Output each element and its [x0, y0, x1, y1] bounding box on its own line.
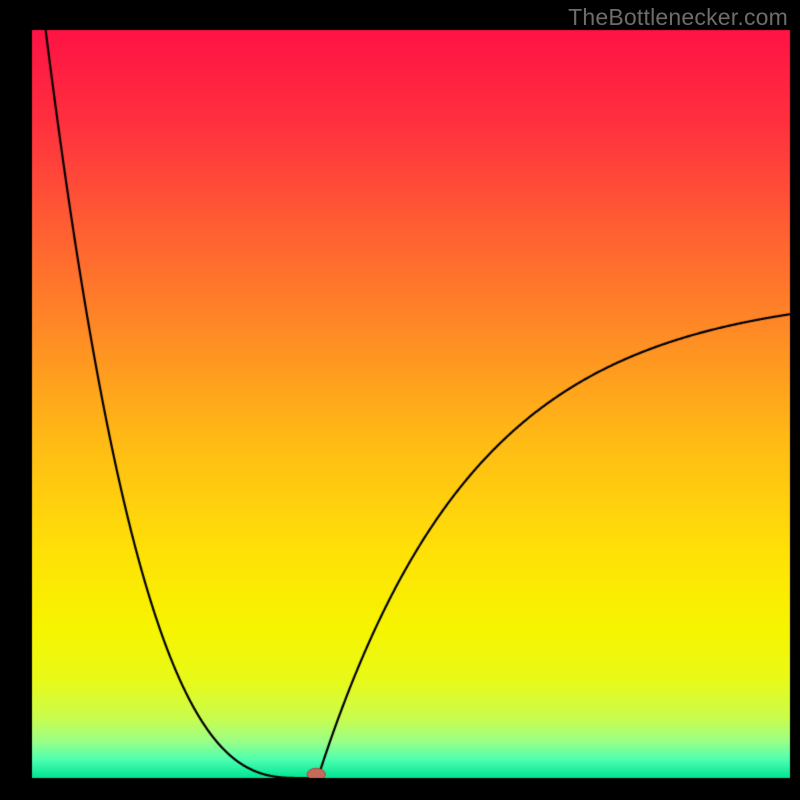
watermark-text: TheBottlenecker.com	[568, 4, 788, 31]
bottleneck-curve-chart	[0, 0, 800, 800]
chart-container: TheBottlenecker.com	[0, 0, 800, 800]
